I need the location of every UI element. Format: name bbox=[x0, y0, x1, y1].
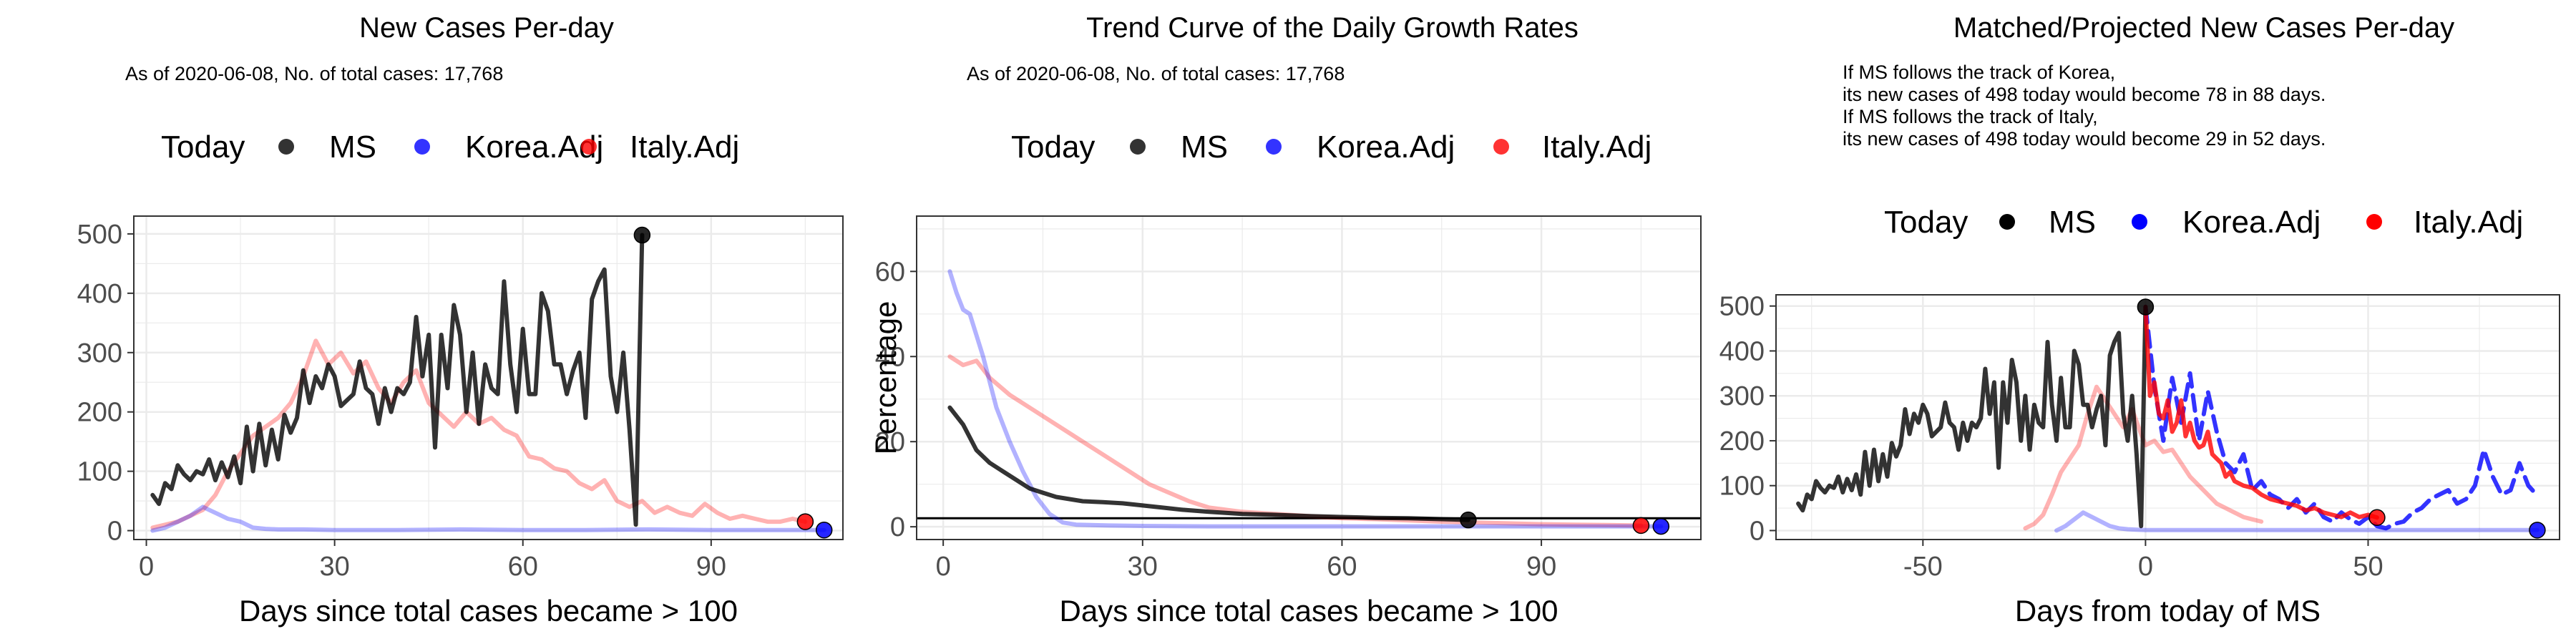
legend-label: Korea.Adj bbox=[1317, 130, 1455, 165]
chart-title: Trend Curve of the Daily Growth Rates bbox=[1086, 12, 1579, 44]
y-tick-label: 100 bbox=[77, 457, 122, 487]
today-point-italy-adj bbox=[2368, 509, 2386, 527]
chart-subtitle: If MS follows the track of Italy, bbox=[1843, 106, 2098, 127]
today-point-korea-adj bbox=[1652, 517, 1670, 535]
x-tick-label: -50 bbox=[1903, 552, 1943, 582]
legend-swatch-ms bbox=[1999, 214, 2015, 230]
chart-panel-1: New Cases Per-day As of 2020-06-08, No. o… bbox=[77, 12, 844, 628]
plot-border bbox=[916, 215, 1702, 540]
x-tick-label: 30 bbox=[319, 552, 349, 582]
gridlines bbox=[1776, 295, 2560, 540]
today-point-italy-adj bbox=[796, 513, 814, 530]
legend-swatch-italy-adj bbox=[581, 139, 597, 155]
legend-swatch-ms bbox=[278, 139, 294, 155]
y-tick-label: 500 bbox=[1719, 292, 1765, 322]
legend-label: Italy.Adj bbox=[2414, 205, 2523, 240]
legend-label: MS bbox=[2049, 205, 2096, 240]
chart-subtitle: As of 2020-06-08, No. of total cases: 17… bbox=[125, 63, 503, 84]
gridlines bbox=[134, 216, 843, 540]
plot-area bbox=[917, 216, 1701, 540]
legend-label: Italy.Adj bbox=[630, 130, 739, 165]
legend-title: Today bbox=[161, 130, 245, 165]
legend: Today MS Korea.Adj Italy.Adj bbox=[1884, 205, 2523, 240]
legend-swatch-ms bbox=[1130, 139, 1146, 155]
x-tick-label: 90 bbox=[1526, 552, 1556, 582]
x-axis-label: Days since total cases became > 100 bbox=[1060, 594, 1558, 628]
series-line-italy-adj bbox=[947, 354, 1644, 528]
today-point-ms bbox=[2137, 298, 2155, 316]
today-point-italy-adj bbox=[1632, 517, 1650, 535]
legend-label: Italy.Adj bbox=[1542, 130, 1652, 165]
series-line-italy-adj-projected bbox=[2143, 304, 2379, 520]
series-line-ms bbox=[150, 233, 645, 527]
today-point-ms bbox=[633, 226, 651, 244]
today-point-korea-adj bbox=[815, 521, 833, 539]
y-axis-label: Percentage bbox=[869, 301, 902, 455]
legend-label: MS bbox=[329, 130, 376, 165]
y-tick-label: 40 bbox=[875, 342, 905, 372]
series-line-ms bbox=[1796, 304, 2148, 529]
x-axis-label: Days since total cases became > 100 bbox=[239, 594, 738, 628]
legend-swatch-italy-adj bbox=[2366, 214, 2382, 230]
y-tick-label: 500 bbox=[77, 220, 122, 250]
x-tick-label: 30 bbox=[1128, 552, 1158, 582]
y-tick-label: 300 bbox=[77, 338, 122, 369]
chart-subtitle: its new cases of 498 today would become … bbox=[1843, 84, 2326, 105]
series-line-korea-adj-projected bbox=[2143, 304, 2540, 531]
today-point-korea-adj bbox=[2529, 522, 2546, 539]
legend-label: Korea.Adj bbox=[2182, 205, 2321, 240]
legend: Today MS Korea.Adj Italy.Adj bbox=[161, 130, 739, 165]
y-tick-label: 20 bbox=[875, 427, 905, 457]
x-tick-label: 0 bbox=[139, 552, 154, 582]
series-line-korea-adj bbox=[150, 504, 826, 533]
legend: Today MS Korea.Adj Italy.Adj bbox=[1011, 130, 1652, 165]
legend-swatch-italy-adj bbox=[1493, 139, 1509, 155]
chart-panel-3: Matched/Projected New Cases Per-day If MS… bbox=[1719, 12, 2560, 628]
x-tick-label: 60 bbox=[508, 552, 538, 582]
x-tick-label: 60 bbox=[1327, 552, 1357, 582]
series-line-korea-adj bbox=[2054, 510, 2540, 533]
series-line-ms bbox=[947, 405, 1470, 522]
y-tick-label: 400 bbox=[1719, 336, 1765, 366]
chart-subtitle: As of 2020-06-08, No. of total cases: 17… bbox=[967, 63, 1345, 84]
legend-title: Today bbox=[1884, 205, 1968, 240]
legend-label: Korea.Adj bbox=[465, 130, 603, 165]
y-tick-label: 0 bbox=[890, 512, 905, 542]
chart-title: New Cases Per-day bbox=[359, 12, 614, 44]
y-tick-label: 100 bbox=[1719, 472, 1765, 502]
series-line-korea-adj bbox=[947, 269, 1664, 529]
y-tick-label: 400 bbox=[77, 279, 122, 309]
x-tick-label: 0 bbox=[936, 552, 951, 582]
legend-swatch-korea-adj bbox=[2132, 214, 2147, 230]
chart-subtitle: its new cases of 498 today would become … bbox=[1843, 128, 2326, 150]
gridlines bbox=[917, 216, 1701, 540]
x-tick-label: 90 bbox=[696, 552, 726, 582]
x-tick-label: 0 bbox=[2138, 552, 2153, 582]
y-tick-label: 60 bbox=[875, 257, 905, 287]
x-tick-label: 50 bbox=[2353, 552, 2383, 582]
legend-label: MS bbox=[1181, 130, 1228, 165]
plot-border bbox=[133, 215, 844, 540]
y-tick-label: 200 bbox=[1719, 426, 1765, 457]
chart-panel-2: Trend Curve of the Daily Growth Rates As … bbox=[869, 12, 1702, 628]
legend-swatch-korea-adj bbox=[414, 139, 430, 155]
plot-border bbox=[1775, 294, 2560, 540]
chart-subtitle: If MS follows the track of Korea, bbox=[1843, 62, 2115, 83]
legend-swatch-korea-adj bbox=[1266, 139, 1282, 155]
today-point-ms bbox=[1460, 511, 1477, 529]
chart-title: Matched/Projected New Cases Per-day bbox=[1953, 12, 2454, 44]
y-tick-label: 0 bbox=[107, 517, 122, 547]
y-tick-label: 200 bbox=[77, 398, 122, 428]
legend-title: Today bbox=[1011, 130, 1095, 165]
x-axis-label: Days from today of MS bbox=[2015, 594, 2321, 628]
y-tick-label: 300 bbox=[1719, 381, 1765, 411]
y-tick-label: 0 bbox=[1750, 516, 1765, 546]
